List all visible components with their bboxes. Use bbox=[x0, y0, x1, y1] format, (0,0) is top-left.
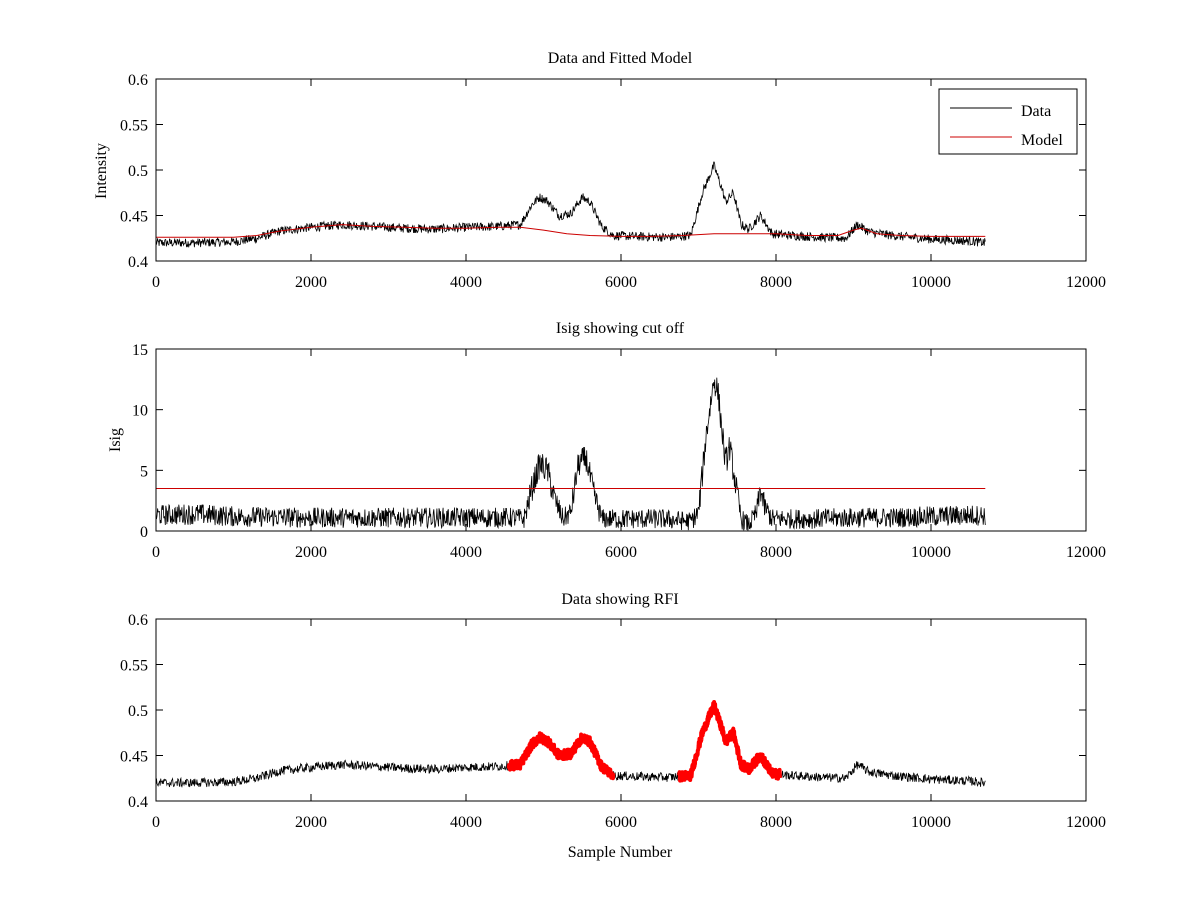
x-tick-label: 2000 bbox=[295, 274, 327, 291]
panel-3-plot-area: 0 2000 4000 6000 8000 10000 12000 0.4 0.45 0.5 0.5… bbox=[120, 612, 1106, 831]
y-tick-label: 5 bbox=[140, 463, 148, 480]
panel-3-xlabel: Sample Number bbox=[568, 844, 673, 861]
y-tick-label: 0.55 bbox=[120, 658, 148, 675]
x-tick-label: 2000 bbox=[295, 814, 327, 831]
legend-box bbox=[938, 88, 1078, 155]
y-tick-label: 0.5 bbox=[128, 163, 148, 180]
y-tick-label: 0.45 bbox=[120, 209, 148, 226]
x-tick-label: 6000 bbox=[605, 814, 637, 831]
legend: Data Model bbox=[938, 88, 1078, 155]
y-tick-label: 0.4 bbox=[128, 794, 148, 811]
rfi-segment-1 bbox=[506, 731, 616, 781]
y-tick-label: 10 bbox=[132, 403, 148, 420]
series-model-line bbox=[156, 224, 986, 238]
x-tick-label: 12000 bbox=[1066, 544, 1106, 561]
y-tick-label: 15 bbox=[132, 342, 148, 359]
panel-3-title: Data showing RFI bbox=[561, 591, 678, 608]
panel-2-title: Isig showing cut off bbox=[556, 320, 685, 337]
x-tick-label: 10000 bbox=[911, 544, 951, 561]
panel-2-plot-area: 0 2000 4000 6000 8000 10000 12000 0 5 10 15 bbox=[132, 342, 1106, 561]
panel-isig-cutoff: Isig showing cut off Isig 0 2000 4000 6000 8… bbox=[107, 320, 1106, 561]
y-tick-label: 0.6 bbox=[128, 72, 148, 89]
x-tick-label: 8000 bbox=[760, 544, 792, 561]
panel-2-ylabel: Isig bbox=[107, 428, 124, 452]
x-tick-label: 12000 bbox=[1066, 814, 1106, 831]
y-tick-label: 0.45 bbox=[120, 749, 148, 766]
x-tick-label: 6000 bbox=[605, 544, 637, 561]
x-tick-label: 4000 bbox=[450, 274, 482, 291]
panel-2-series bbox=[156, 377, 986, 531]
panel-data-rfi: Data showing RFI Sample Number 0 2000 4000… bbox=[120, 591, 1106, 861]
x-tick-label: 10000 bbox=[911, 274, 951, 291]
x-tick-label: 4000 bbox=[450, 544, 482, 561]
y-tick-label: 0.6 bbox=[128, 612, 148, 629]
x-tick-label: 10000 bbox=[911, 814, 951, 831]
y-tick-label: 0.4 bbox=[128, 254, 148, 271]
y-tick-label: 0.5 bbox=[128, 703, 148, 720]
panel-data-and-model: Data and Fitted Model Intensity 0 2000 400… bbox=[93, 50, 1106, 291]
panel-1-series bbox=[156, 161, 986, 248]
x-tick-label: 8000 bbox=[760, 274, 792, 291]
panel-1-ylabel: Intensity bbox=[93, 143, 110, 199]
panel-1-plot-area: 0 2000 4000 6000 8000 10000 12000 0.4 0.45 0.5 0.5… bbox=[120, 72, 1106, 291]
y-tick-label: 0.55 bbox=[120, 118, 148, 135]
x-tick-label: 8000 bbox=[760, 814, 792, 831]
x-tick-label: 12000 bbox=[1066, 274, 1106, 291]
panel-3-series bbox=[156, 700, 986, 788]
rfi-segment-2 bbox=[677, 700, 782, 783]
panel-1-title: Data and Fitted Model bbox=[548, 50, 693, 67]
x-tick-label: 2000 bbox=[295, 544, 327, 561]
x-tick-label: 0 bbox=[152, 544, 160, 561]
legend-label-data: Data bbox=[1021, 103, 1051, 120]
x-tick-label: 0 bbox=[152, 814, 160, 831]
x-tick-label: 4000 bbox=[450, 814, 482, 831]
y-tick-label: 0 bbox=[140, 524, 148, 541]
x-tick-label: 0 bbox=[152, 274, 160, 291]
legend-label-model: Model bbox=[1021, 132, 1063, 149]
x-tick-label: 6000 bbox=[605, 274, 637, 291]
series-isig-line bbox=[156, 377, 986, 531]
